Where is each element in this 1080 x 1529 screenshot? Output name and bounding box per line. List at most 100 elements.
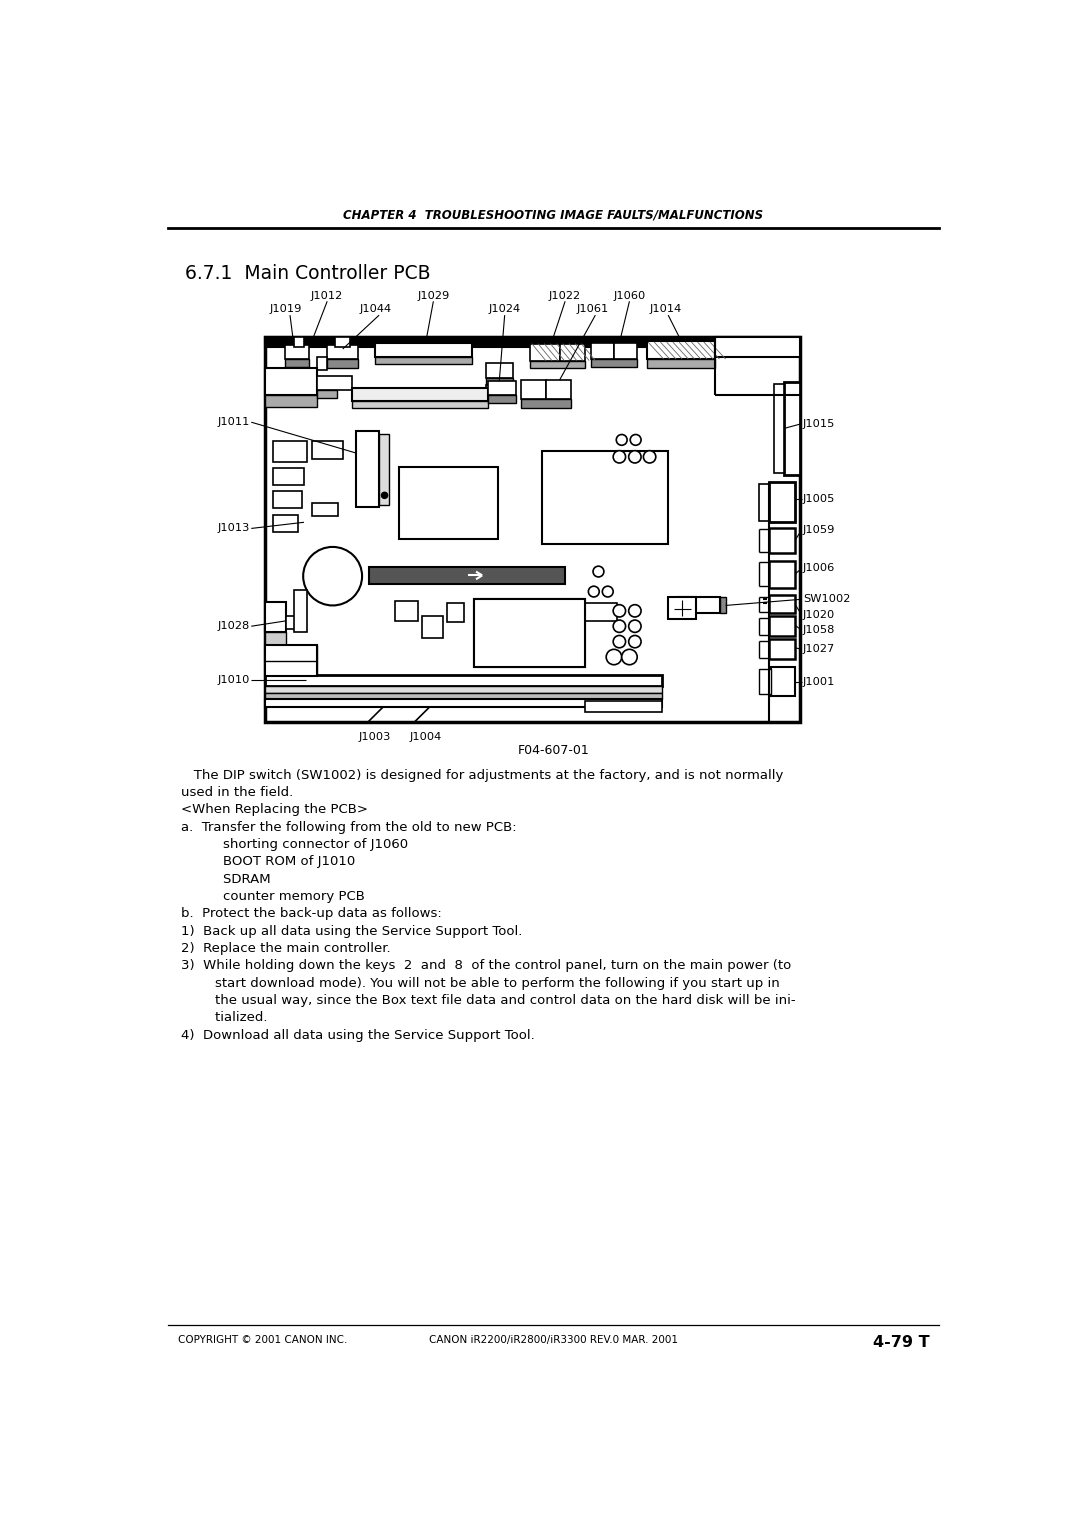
Bar bbox=[488, 381, 516, 394]
Bar bbox=[647, 359, 715, 368]
Text: COPYRIGHT © 2001 CANON INC.: COPYRIGHT © 2001 CANON INC. bbox=[177, 1335, 347, 1344]
Bar bbox=[486, 362, 513, 378]
Text: F04-607-01: F04-607-01 bbox=[517, 745, 590, 757]
Bar bbox=[774, 384, 784, 472]
Bar bbox=[591, 359, 637, 367]
Text: J1010: J1010 bbox=[217, 676, 249, 685]
Bar bbox=[474, 599, 584, 667]
Text: start download mode). You will not be able to perform the following if you start: start download mode). You will not be ab… bbox=[198, 977, 780, 989]
Bar bbox=[273, 468, 303, 485]
Bar bbox=[266, 338, 800, 347]
Text: counter memory PCB: counter memory PCB bbox=[206, 890, 365, 904]
Bar bbox=[266, 687, 662, 693]
Bar bbox=[769, 482, 795, 523]
Bar bbox=[769, 595, 795, 613]
Circle shape bbox=[613, 451, 625, 463]
Text: J1006: J1006 bbox=[804, 564, 835, 573]
Bar bbox=[286, 616, 298, 628]
Bar bbox=[312, 442, 342, 459]
Bar bbox=[530, 344, 559, 361]
Bar bbox=[720, 596, 726, 613]
Text: b.  Protect the back-up data as follows:: b. Protect the back-up data as follows: bbox=[181, 907, 442, 920]
Text: SW1002: SW1002 bbox=[804, 595, 850, 604]
Text: The DIP switch (SW1002) is designed for adjustments at the factory, and is not n: The DIP switch (SW1002) is designed for … bbox=[181, 769, 783, 781]
Bar bbox=[486, 378, 513, 385]
Circle shape bbox=[617, 434, 627, 445]
Circle shape bbox=[622, 650, 637, 665]
Bar bbox=[446, 602, 464, 622]
Text: a.  Transfer the following from the old to new PCB:: a. Transfer the following from the old t… bbox=[181, 821, 516, 833]
Text: J1011: J1011 bbox=[217, 417, 249, 427]
Text: J1060: J1060 bbox=[613, 291, 646, 301]
Text: J1005: J1005 bbox=[804, 494, 836, 505]
Bar bbox=[673, 599, 691, 618]
Text: used in the field.: used in the field. bbox=[181, 786, 294, 800]
Bar bbox=[356, 431, 379, 508]
Bar bbox=[584, 700, 662, 711]
Text: 4)  Download all data using the Service Support Tool.: 4) Download all data using the Service S… bbox=[181, 1029, 535, 1041]
Text: 6.7.1  Main Controller PCB: 6.7.1 Main Controller PCB bbox=[186, 265, 431, 283]
Circle shape bbox=[613, 636, 625, 648]
Bar bbox=[769, 561, 795, 587]
Bar bbox=[266, 631, 286, 645]
Text: J1001: J1001 bbox=[804, 677, 836, 688]
Text: 3)  While holding down the keys  2  and  8  of the control panel, turn on the ma: 3) While holding down the keys 2 and 8 o… bbox=[181, 959, 792, 972]
Bar bbox=[375, 356, 472, 364]
Text: J1015: J1015 bbox=[804, 419, 836, 428]
Bar bbox=[769, 639, 795, 659]
Bar bbox=[521, 399, 570, 408]
Circle shape bbox=[593, 566, 604, 576]
Bar bbox=[613, 342, 637, 359]
Bar bbox=[284, 359, 309, 367]
Bar bbox=[399, 466, 498, 540]
Text: J1012: J1012 bbox=[311, 291, 343, 301]
Bar bbox=[759, 668, 770, 694]
Text: J1004: J1004 bbox=[409, 732, 442, 742]
Bar bbox=[266, 338, 800, 723]
Bar bbox=[312, 503, 338, 517]
Bar bbox=[352, 402, 488, 408]
Bar bbox=[318, 356, 327, 370]
Circle shape bbox=[613, 621, 625, 633]
Circle shape bbox=[303, 547, 362, 605]
Text: the usual way, since the Box text file data and control data on the hard disk wi: the usual way, since the Box text file d… bbox=[198, 994, 795, 1008]
Bar bbox=[521, 379, 545, 399]
Circle shape bbox=[381, 492, 388, 498]
Circle shape bbox=[603, 586, 613, 596]
Bar bbox=[266, 674, 662, 687]
Bar bbox=[352, 387, 488, 402]
Circle shape bbox=[606, 650, 622, 665]
Text: J1024: J1024 bbox=[488, 304, 521, 315]
Text: J1029: J1029 bbox=[417, 291, 449, 301]
Text: J1019: J1019 bbox=[270, 304, 302, 315]
Bar bbox=[273, 442, 307, 462]
Text: J1027: J1027 bbox=[804, 644, 835, 654]
Bar bbox=[394, 601, 418, 621]
Circle shape bbox=[644, 451, 656, 463]
Circle shape bbox=[629, 451, 642, 463]
Circle shape bbox=[589, 586, 599, 596]
Bar bbox=[474, 599, 584, 667]
Bar bbox=[335, 338, 350, 347]
Text: shorting connector of J1060: shorting connector of J1060 bbox=[206, 838, 408, 852]
Text: J1014: J1014 bbox=[650, 304, 681, 315]
Bar bbox=[318, 376, 352, 390]
Text: J1013: J1013 bbox=[217, 523, 249, 534]
Bar bbox=[327, 359, 359, 368]
Bar bbox=[488, 394, 516, 404]
Text: CHAPTER 4  TROUBLESHOOTING IMAGE FAULTS/MALFUNCTIONS: CHAPTER 4 TROUBLESHOOTING IMAGE FAULTS/M… bbox=[343, 209, 764, 222]
Bar bbox=[715, 338, 800, 356]
Bar bbox=[369, 567, 565, 584]
Bar bbox=[273, 491, 301, 509]
Bar bbox=[647, 341, 715, 359]
Text: J1044: J1044 bbox=[360, 304, 391, 315]
Circle shape bbox=[613, 604, 625, 618]
Bar bbox=[669, 596, 697, 619]
Bar bbox=[266, 368, 318, 394]
Bar bbox=[677, 596, 720, 613]
Bar bbox=[266, 394, 318, 407]
Bar bbox=[327, 346, 359, 359]
Bar bbox=[284, 346, 309, 359]
Bar bbox=[486, 385, 498, 394]
Bar bbox=[422, 616, 444, 638]
